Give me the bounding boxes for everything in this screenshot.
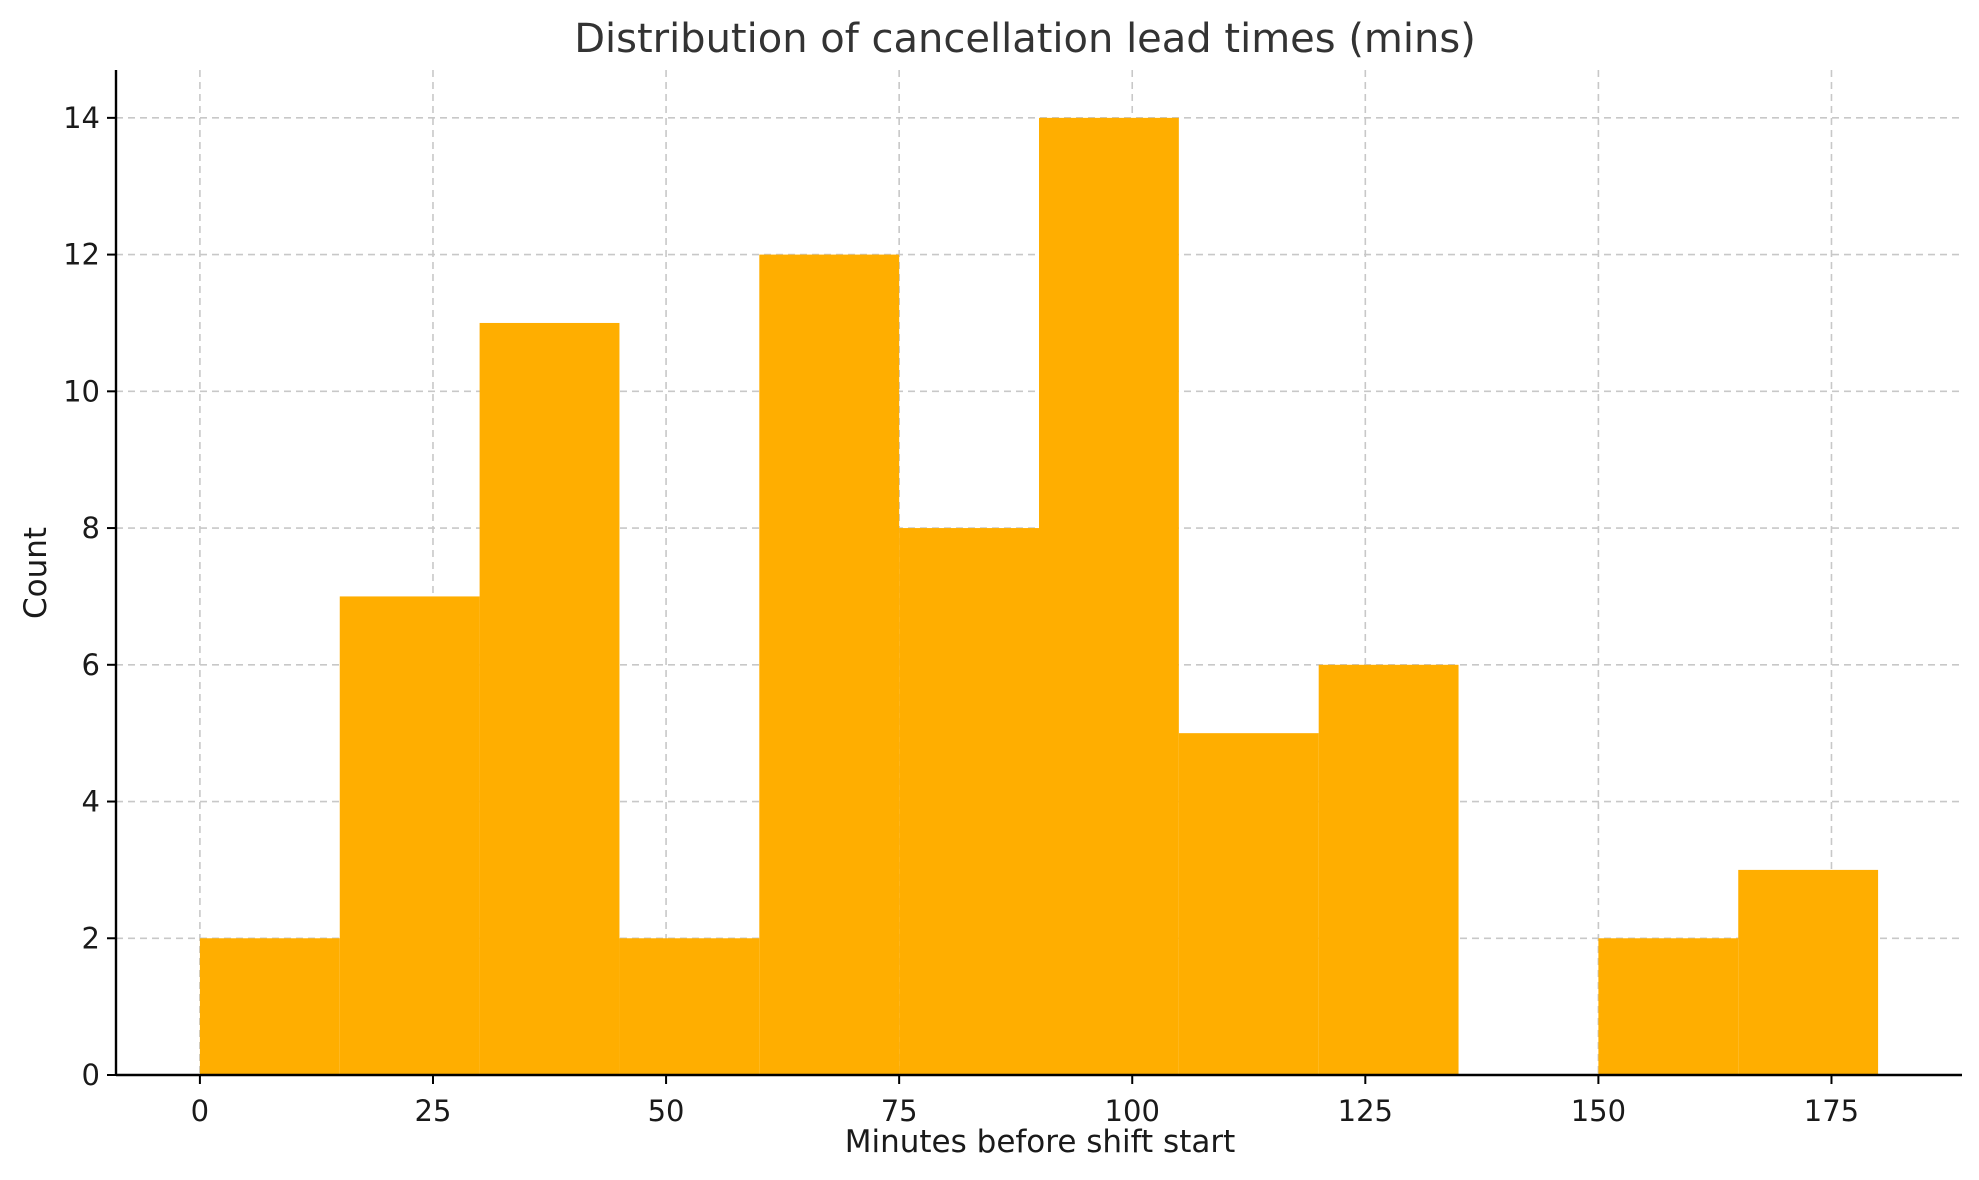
x-tick-label: 25 [415,1094,452,1128]
histogram-bar [759,254,900,1075]
x-tick-label: 0 [191,1094,209,1128]
x-tick-label: 175 [1804,1094,1859,1128]
tick-labels: 0 25 50 75 100 125 150 175 0 2 4 6 8 10 12 14 [63,101,1859,1128]
y-tick-label: 6 [82,648,100,682]
histogram-bar [619,938,760,1075]
histogram-bar [479,322,620,1075]
histogram-bar [1738,869,1879,1075]
y-tick-label: 0 [82,1058,100,1092]
histogram-bars [199,117,1879,1076]
x-tick-label: 125 [1338,1094,1393,1128]
histogram-bar [899,528,1039,1075]
histogram-bar [1598,938,1739,1075]
histogram-bar [1039,117,1179,1076]
x-tick-label: 75 [881,1094,918,1128]
y-tick-label: 8 [82,511,100,545]
axes [107,70,1962,1084]
histogram-bar [1318,664,1459,1075]
histogram-bar [1178,733,1319,1075]
chart-title: Distribution of cancellation lead times … [574,16,1476,62]
x-tick-label: 50 [648,1094,685,1128]
x-tick-label: 150 [1571,1094,1626,1128]
histogram-bar [199,938,340,1075]
x-tick-label: 100 [1105,1094,1160,1128]
histogram-bar [339,596,480,1075]
y-tick-label: 4 [82,785,100,819]
x-axis-label: Minutes before shift start [845,1124,1236,1160]
y-tick-label: 12 [63,238,100,272]
y-tick-label: 2 [82,921,100,955]
y-tick-label: 10 [63,374,100,408]
y-axis-label: Count [18,527,54,619]
y-tick-label: 14 [63,101,100,135]
